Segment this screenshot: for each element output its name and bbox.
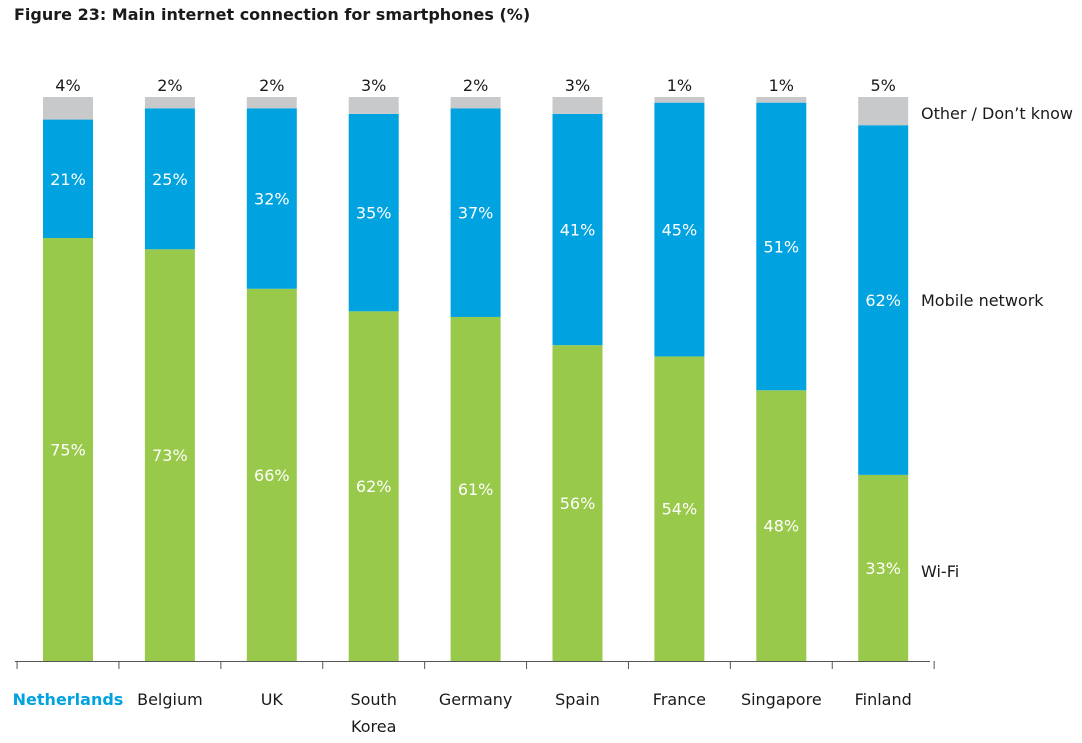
bar-other-finland — [858, 97, 909, 126]
legend-label-wifi: Wi-Fi — [921, 562, 959, 581]
category-label-south-korea[interactable]: South Korea — [350, 690, 397, 736]
data-label-other-belgium: 2% — [157, 76, 182, 95]
data-label-wifi-uk: 66% — [254, 466, 290, 485]
category-label-line: France — [653, 690, 706, 709]
bar-wifi-france — [654, 356, 705, 661]
category-label-line: South — [350, 690, 397, 709]
bar-other-spain — [552, 97, 603, 114]
data-label-mobile-france: 45% — [662, 221, 698, 240]
category-label-line: Singapore — [741, 690, 822, 709]
category-label-line: Finland — [855, 690, 912, 709]
bar-wifi-singapore — [756, 390, 807, 661]
category-label-belgium[interactable]: Belgium — [137, 690, 203, 709]
bar-other-south-korea — [348, 97, 399, 114]
bar-other-netherlands — [43, 97, 93, 120]
bar-mobile-uk — [246, 108, 297, 289]
data-label-mobile-singapore: 51% — [764, 237, 800, 256]
data-label-other-spain: 3% — [565, 76, 590, 95]
category-label-spain[interactable]: Spain — [555, 690, 600, 709]
data-label-other-finland: 5% — [871, 76, 896, 95]
data-label-wifi-belgium: 73% — [152, 446, 188, 465]
category-label-line: UK — [261, 690, 284, 709]
category-label-france[interactable]: France — [653, 690, 706, 709]
category-label-germany[interactable]: Germany — [439, 690, 513, 709]
data-label-wifi-france: 54% — [662, 500, 698, 519]
data-label-mobile-uk: 32% — [254, 190, 290, 209]
bar-wifi-south-korea — [348, 311, 399, 661]
category-label-netherlands[interactable]: Netherlands — [13, 690, 124, 709]
category-label-line: Spain — [555, 690, 600, 709]
bar-wifi-belgium — [144, 249, 195, 661]
data-label-wifi-germany: 61% — [458, 480, 494, 499]
bar-other-singapore — [756, 97, 807, 103]
data-label-wifi-netherlands: 75% — [50, 441, 86, 460]
data-label-mobile-belgium: 25% — [152, 170, 188, 189]
data-label-mobile-netherlands: 21% — [50, 170, 86, 189]
data-label-other-germany: 2% — [463, 76, 488, 95]
bar-other-uk — [246, 97, 297, 109]
category-label-line: Germany — [439, 690, 513, 709]
legend-label-mobile: Mobile network — [921, 291, 1044, 310]
category-label-finland[interactable]: Finland — [855, 690, 912, 709]
legend: Wi-Fi Mobile network Other / Don’t know — [921, 104, 1073, 581]
bar-wifi-netherlands — [43, 238, 93, 661]
data-label-other-france: 1% — [667, 76, 692, 95]
data-label-wifi-south-korea: 62% — [356, 477, 392, 496]
bars-group: 75% 21% 4% 73% 25% 2% 66% 32% 2% 62% 35% 3% 61% 37% 2%… — [43, 76, 909, 661]
x-axis: Netherlands Belgium UK South Korea Germany Spa… — [13, 661, 935, 736]
category-label-uk[interactable]: UK — [261, 690, 284, 709]
category-label-line: Netherlands — [13, 690, 124, 709]
bar-other-france — [654, 97, 705, 103]
bar-other-belgium — [144, 97, 195, 109]
bar-mobile-belgium — [144, 108, 195, 250]
legend-label-other: Other / Don’t know — [921, 104, 1073, 123]
data-label-mobile-finland: 62% — [865, 291, 901, 310]
bar-mobile-south-korea — [348, 113, 399, 312]
data-label-other-singapore: 1% — [769, 76, 794, 95]
bar-other-germany — [450, 97, 501, 109]
bar-wifi-uk — [246, 288, 297, 661]
bar-mobile-finland — [858, 125, 909, 475]
data-label-other-netherlands: 4% — [55, 76, 80, 95]
bar-mobile-netherlands — [43, 119, 93, 238]
bar-mobile-spain — [552, 113, 603, 346]
data-label-mobile-spain: 41% — [560, 221, 596, 240]
bar-mobile-singapore — [756, 102, 807, 391]
category-label-line: Belgium — [137, 690, 203, 709]
bar-mobile-france — [654, 102, 705, 357]
data-label-other-uk: 2% — [259, 76, 284, 95]
bar-wifi-spain — [552, 345, 603, 661]
data-label-other-south-korea: 3% — [361, 76, 386, 95]
data-label-wifi-finland: 33% — [865, 559, 901, 578]
data-label-wifi-singapore: 48% — [764, 517, 800, 536]
data-label-mobile-south-korea: 35% — [356, 204, 392, 223]
bar-mobile-germany — [450, 108, 501, 317]
bar-wifi-germany — [450, 316, 501, 661]
category-label-line: Korea — [351, 717, 396, 736]
category-label-singapore[interactable]: Singapore — [741, 690, 822, 709]
chart-title: Figure 23: Main internet connection for … — [14, 5, 531, 24]
data-label-wifi-spain: 56% — [560, 494, 596, 513]
data-label-mobile-germany: 37% — [458, 204, 494, 223]
bar-wifi-finland — [858, 474, 909, 661]
